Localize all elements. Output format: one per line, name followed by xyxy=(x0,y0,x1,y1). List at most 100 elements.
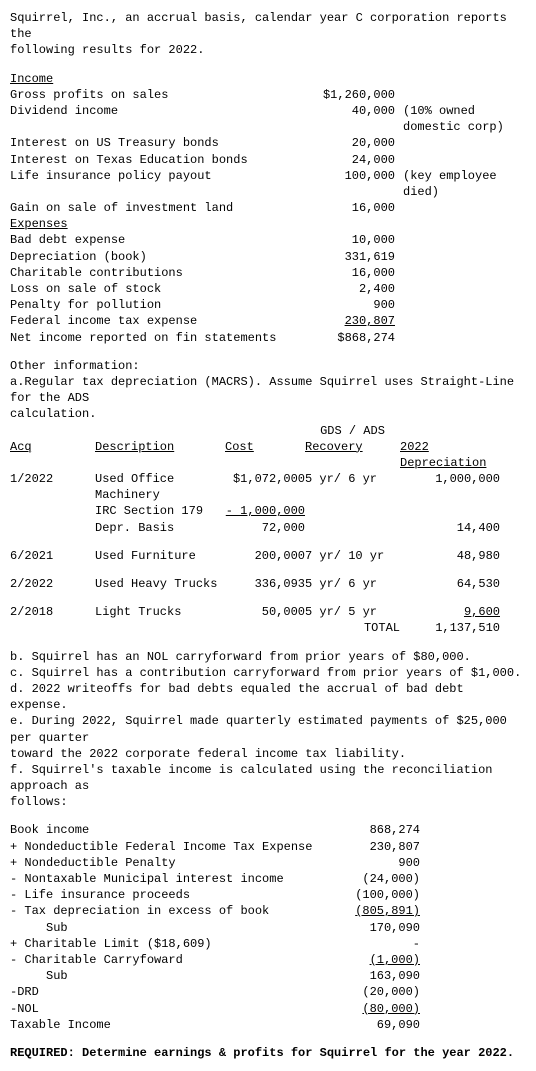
recon-label: Book income xyxy=(10,822,340,838)
income-label: Life insurance policy payout xyxy=(10,168,300,200)
recon-row: Sub163,090 xyxy=(10,968,526,984)
recon-value: 69,090 xyxy=(340,1017,420,1033)
income-row: Interest on Texas Education bonds24,000 xyxy=(10,152,526,168)
asset-acq xyxy=(10,520,95,536)
note-line: b. Squirrel has an NOL carryforward from… xyxy=(10,649,526,665)
expense-value: 16,000 xyxy=(300,265,395,281)
expense-row: Loss on sale of stock2,400 xyxy=(10,281,526,297)
income-row: Life insurance policy payout100,000(key … xyxy=(10,168,526,200)
recon-row: - Charitable Carryfoward(1,000) xyxy=(10,952,526,968)
asset-row: Depr. Basis72,00014,400 xyxy=(10,520,526,536)
expense-row: Bad debt expense10,000 xyxy=(10,232,526,248)
recon-value: (20,000) xyxy=(340,984,420,1000)
asset-recovery: 7 yr/ 10 yr xyxy=(305,548,400,564)
total-value: 1,137,510 xyxy=(400,620,500,636)
expense-label: Net income reported on fin statements xyxy=(10,330,300,346)
expense-row: Federal income tax expense230,807 xyxy=(10,313,526,329)
recon-value: (80,000) xyxy=(340,1001,420,1017)
recon-row: -DRD(20,000) xyxy=(10,984,526,1000)
asset-dep: 1,000,000 xyxy=(400,471,500,503)
income-note xyxy=(395,135,403,151)
other-info-heading: Other information: xyxy=(10,358,526,374)
recon-value: (1,000) xyxy=(340,952,420,968)
intro-line2: following results for 2022. xyxy=(10,42,526,58)
asset-cost: $1,072,000 xyxy=(225,471,305,503)
gdsads-label: GDS / ADS xyxy=(305,423,400,439)
hdr-rec: Recovery xyxy=(305,439,400,471)
income-section: Gross profits on sales$1,260,000Dividend… xyxy=(10,87,526,217)
recon-row: - Tax depreciation in excess of book(805… xyxy=(10,903,526,919)
note-line: follows: xyxy=(10,794,526,810)
income-value: 24,000 xyxy=(300,152,395,168)
recon-label: + Charitable Limit ($18,609) xyxy=(10,936,340,952)
asset-cost: 200,000 xyxy=(225,548,305,564)
expense-label: Loss on sale of stock xyxy=(10,281,300,297)
hdr-desc: Description xyxy=(95,439,225,471)
asset-row: IRC Section 179- 1,000,000 xyxy=(10,503,526,519)
asset-row: 2/2022Used Heavy Trucks336,0935 yr/ 6 yr… xyxy=(10,576,526,592)
income-row: Gain on sale of investment land16,000 xyxy=(10,200,526,216)
asset-block-2: 6/2021Used Furniture200,0007 yr/ 10 yr48… xyxy=(10,536,526,621)
recon-label: Taxable Income xyxy=(10,1017,340,1033)
income-value: $1,260,000 xyxy=(300,87,395,103)
dep-gdsads-row: GDS / ADS xyxy=(10,423,526,439)
required-text: Determine earnings & profits for Squirre… xyxy=(75,1046,514,1060)
recon-label: - Tax depreciation in excess of book xyxy=(10,903,340,919)
recon-value: - xyxy=(340,936,420,952)
recon-label: - Nontaxable Municipal interest income xyxy=(10,871,340,887)
income-label: Interest on US Treasury bonds xyxy=(10,135,300,151)
asset-recovery xyxy=(305,520,400,536)
expense-value: $868,274 xyxy=(300,330,395,346)
other-a-line1: a.Regular tax depreciation (MACRS). Assu… xyxy=(10,374,526,406)
income-note xyxy=(395,87,403,103)
recon-label: -NOL xyxy=(10,1001,340,1017)
asset-dep: 64,530 xyxy=(400,576,500,592)
recon-value: 900 xyxy=(340,855,420,871)
asset-dep: 9,600 xyxy=(400,604,500,620)
expense-row: Penalty for pollution900 xyxy=(10,297,526,313)
asset-desc: Used Furniture xyxy=(95,548,225,564)
asset-acq: 1/2022 xyxy=(10,471,95,503)
dep-header-row: Acq Description Cost Recovery 2022 Depre… xyxy=(10,439,526,471)
hdr-cost: Cost xyxy=(225,439,305,471)
recon-row: - Life insurance proceeds(100,000) xyxy=(10,887,526,903)
income-note xyxy=(395,200,403,216)
note-line: e. During 2022, Squirrel made quarterly … xyxy=(10,713,526,745)
recon-label: - Charitable Carryfoward xyxy=(10,952,340,968)
expense-value: 10,000 xyxy=(300,232,395,248)
income-label: Gain on sale of investment land xyxy=(10,200,300,216)
recon-row: -NOL(80,000) xyxy=(10,1001,526,1017)
expense-row: Net income reported on fin statements$86… xyxy=(10,330,526,346)
asset-acq: 2/2018 xyxy=(10,604,95,620)
asset-cost: - 1,000,000 xyxy=(225,503,305,519)
dep-total-row: TOTAL 1,137,510 xyxy=(10,620,526,636)
expense-label: Penalty for pollution xyxy=(10,297,300,313)
expense-value: 331,619 xyxy=(300,249,395,265)
recon-label: -DRD xyxy=(10,984,340,1000)
expense-label: Bad debt expense xyxy=(10,232,300,248)
asset-recovery xyxy=(305,503,400,519)
income-note: (key employee died) xyxy=(395,168,526,200)
expenses-heading: Expenses xyxy=(10,216,526,232)
recon-label: + Nondeductible Penalty xyxy=(10,855,340,871)
income-note xyxy=(395,152,403,168)
asset-cost: 72,000 xyxy=(225,520,305,536)
expense-row: Depreciation (book)331,619 xyxy=(10,249,526,265)
recon-value: (805,891) xyxy=(340,903,420,919)
recon-value: 230,807 xyxy=(340,839,420,855)
recon-row: - Nontaxable Municipal interest income(2… xyxy=(10,871,526,887)
note-line: f. Squirrel's taxable income is calculat… xyxy=(10,762,526,794)
recon-value: 868,274 xyxy=(340,822,420,838)
asset-desc: Depr. Basis xyxy=(95,520,225,536)
required-label: REQUIRED: xyxy=(10,1046,75,1060)
note-line: c. Squirrel has a contribution carryforw… xyxy=(10,665,526,681)
note-line: d. 2022 writeoffs for bad debts equaled … xyxy=(10,681,526,713)
note-line: toward the 2022 corporate federal income… xyxy=(10,746,526,762)
income-label: Dividend income xyxy=(10,103,300,135)
expense-value: 900 xyxy=(300,297,395,313)
asset-acq: 2/2022 xyxy=(10,576,95,592)
income-heading: Income xyxy=(10,71,526,87)
expenses-section: Bad debt expense10,000Depreciation (book… xyxy=(10,232,526,345)
recon-row: Sub170,090 xyxy=(10,920,526,936)
expense-value: 230,807 xyxy=(300,313,395,329)
